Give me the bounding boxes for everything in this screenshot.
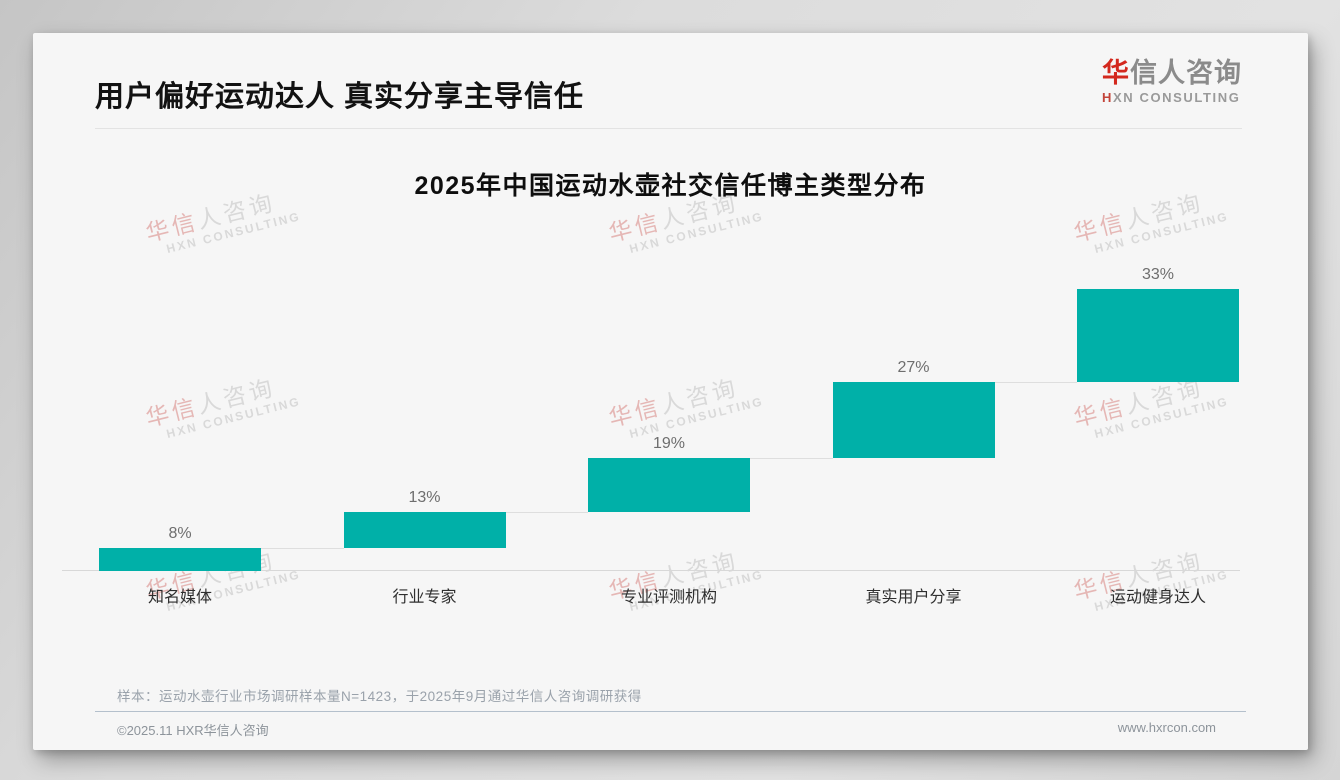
bar-value-label: 13%	[408, 488, 441, 506]
category-label: 专业评测机构	[620, 589, 717, 606]
footer-divider	[95, 711, 1246, 712]
chart-title: 2025年中国运动水壶社交信任博主类型分布	[414, 172, 927, 200]
waterfall-bar[interactable]	[588, 458, 750, 512]
waterfall-chart: 8% 知名媒体 13% 行业专家 19% 专业评测机构 27% 真实用户分享 33% 运动健身达人	[62, 256, 1240, 606]
category-label: 知名媒体	[147, 589, 212, 606]
sample-note: 样本：运动水壶行业市场调研样本量N=1423，于2025年9月通过华信人咨询调研…	[117, 689, 642, 704]
connector-line	[994, 382, 1077, 384]
slide-card: 用户偏好运动达人 真实分享主导信任 华信人咨询 HXN CONSULTING 2…	[33, 33, 1308, 750]
bar-value-label: 33%	[1141, 266, 1175, 283]
bar-value-label: 27%	[897, 359, 930, 377]
website-url: www.hxrcon.com	[1117, 720, 1216, 735]
bar-value-label: 8%	[168, 525, 192, 543]
x-axis-line	[62, 570, 1240, 571]
waterfall-bar[interactable]	[832, 382, 995, 459]
category-label: 运动健身达人	[1109, 589, 1206, 606]
copyright-text: ©2025.11 HXR华信人咨询	[117, 723, 269, 738]
connector-line	[750, 458, 833, 460]
connector-line	[261, 548, 344, 550]
waterfall-bar[interactable]	[1077, 289, 1239, 383]
waterfall-bar[interactable]	[343, 511, 506, 549]
category-label: 真实用户分享	[865, 589, 962, 606]
waterfall-bar[interactable]	[99, 548, 261, 571]
category-label: 行业专家	[392, 589, 457, 606]
logo-english-name: HXN CONSULTING	[1102, 89, 1241, 105]
logo-chinese-name: 华信人咨询	[1102, 58, 1242, 88]
connector-line	[505, 511, 588, 513]
header-divider	[95, 128, 1242, 129]
page-title: 用户偏好运动达人 真实分享主导信任	[95, 81, 585, 113]
footer: ©2025.11 HXR华信人咨询 www.hxrcon.com	[117, 720, 1216, 739]
company-logo: 华信人咨询 HXN CONSULTING	[1102, 57, 1242, 105]
bar-value-label: 19%	[652, 435, 686, 453]
